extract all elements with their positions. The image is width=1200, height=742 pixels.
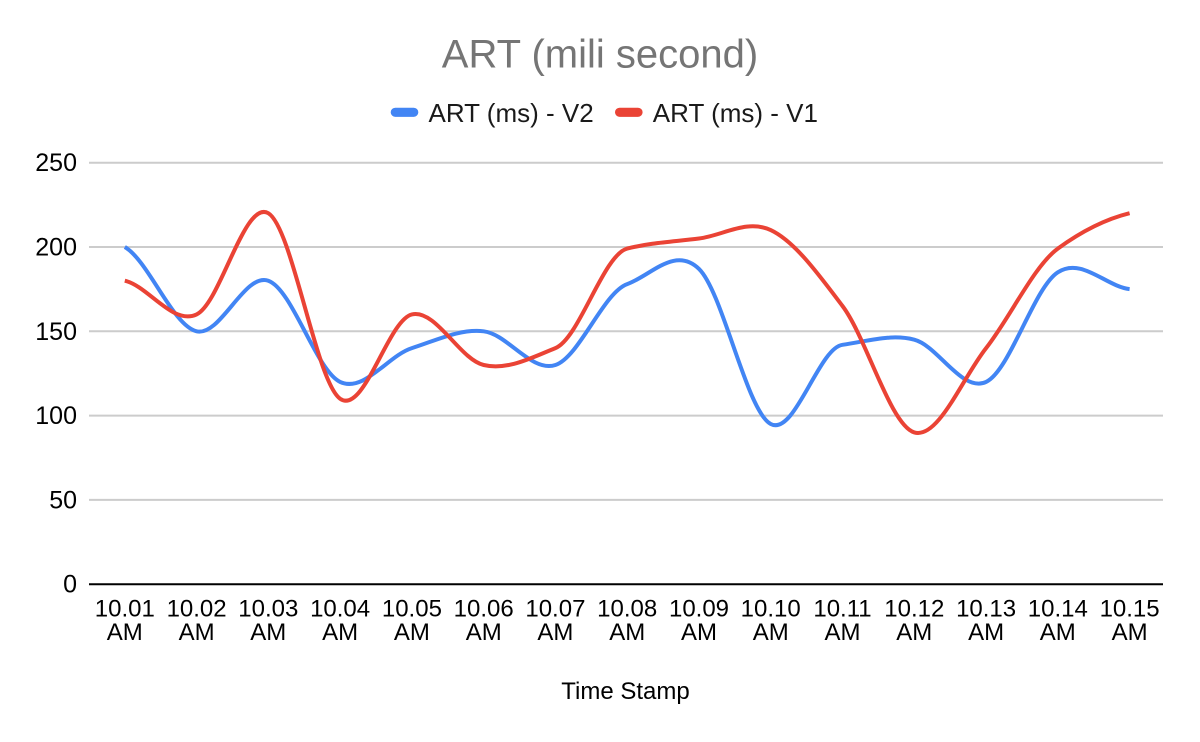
- svg-text:150: 150: [35, 318, 77, 346]
- svg-text:50: 50: [49, 486, 77, 514]
- svg-text:250: 250: [35, 149, 77, 177]
- svg-text:Time Stamp: Time Stamp: [561, 678, 689, 705]
- svg-text:0: 0: [63, 571, 77, 599]
- svg-text:ART (ms) - V2: ART (ms) - V2: [429, 98, 594, 128]
- svg-text:ART (mili second): ART (mili second): [442, 33, 758, 77]
- svg-text:100: 100: [35, 402, 77, 430]
- svg-text:200: 200: [35, 234, 77, 262]
- svg-text:ART (ms) - V1: ART (ms) - V1: [653, 98, 818, 128]
